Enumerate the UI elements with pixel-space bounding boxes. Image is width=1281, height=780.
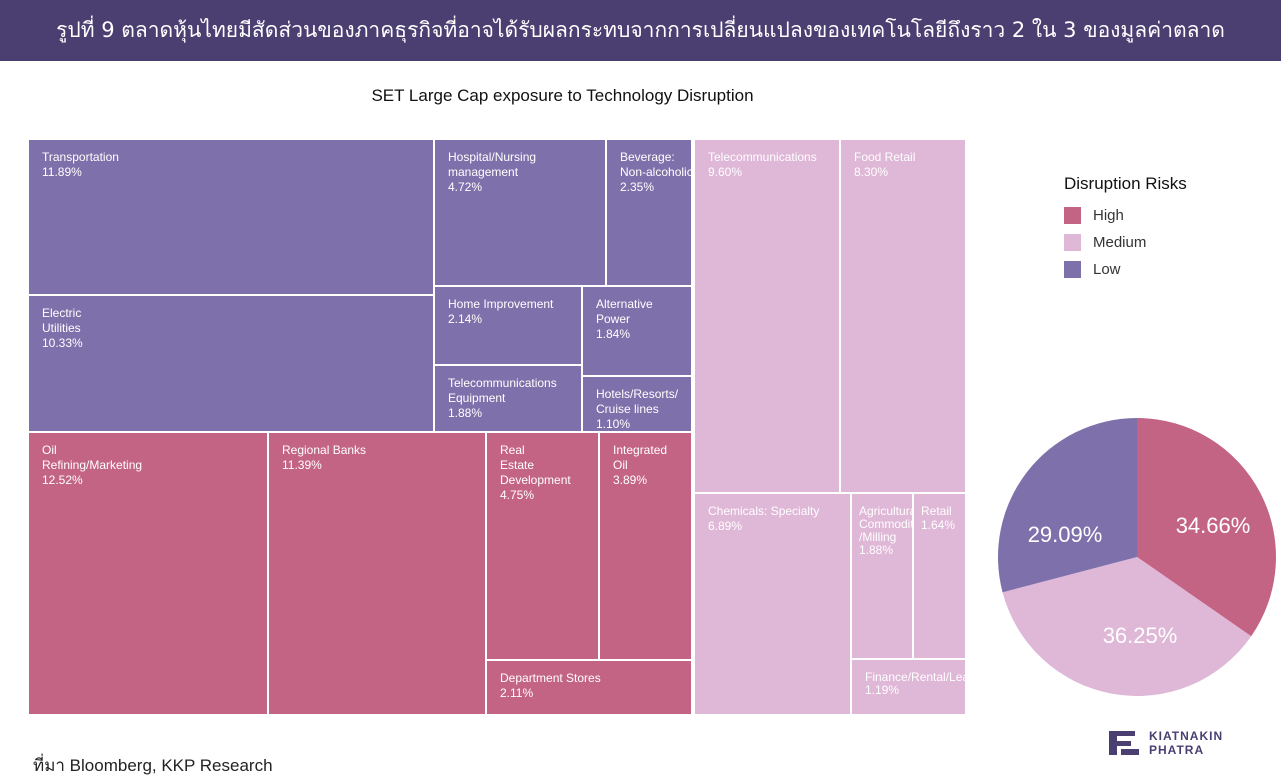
treemap-cell-department-stores bbox=[485, 659, 693, 716]
legend-swatch-low bbox=[1064, 261, 1081, 278]
treemap-label-telecommunications: Telecommunications 9.60% bbox=[708, 150, 817, 179]
legend: Disruption Risks High Medium Low bbox=[1064, 174, 1187, 283]
legend-label-medium: Medium bbox=[1093, 234, 1147, 251]
treemap-label-hospital-nursing-management: Hospital/Nursing management 4.72% bbox=[448, 150, 536, 194]
treemap-label-agricultural-commodities-milling: Agricultural Commodities/Milling 1.88% bbox=[859, 504, 929, 557]
pie-label-high: 34.66% bbox=[1176, 513, 1251, 538]
logo-mark-icon bbox=[1109, 731, 1139, 755]
treemap-label-beverage-non-alcoholic: Beverage: Non-alcoholic 2.35% bbox=[620, 150, 693, 194]
pie-slice-high bbox=[1137, 418, 1276, 637]
legend-item-high: High bbox=[1064, 202, 1187, 229]
kiatnakin-phatra-logo: KIATNAKIN PHATRA bbox=[1105, 727, 1223, 759]
figure-banner-title: รูปที่ 9 ตลาดหุ้นไทยมีสัดส่วนของภาคธุรกิ… bbox=[0, 0, 1281, 61]
treemap-cell-telecommunications bbox=[693, 138, 841, 494]
treemap-label-alternative-power: Alternative Power 1.84% bbox=[596, 297, 653, 341]
treemap-label-oil-refining-marketing: Oil Refining/Marketing 12.52% bbox=[42, 443, 142, 487]
treemap-cell-agricultural-commodities-milling bbox=[850, 492, 914, 660]
logo-text-line1: KIATNAKIN bbox=[1149, 729, 1224, 743]
treemap-cell-regional-banks bbox=[267, 431, 487, 716]
treemap-cell-hospital-nursing-management bbox=[433, 138, 607, 287]
legend-swatch-medium bbox=[1064, 234, 1081, 251]
treemap-cell-alternative-power bbox=[581, 285, 693, 377]
logo-text-line2: PHATRA bbox=[1149, 743, 1205, 757]
pie-slice-low bbox=[998, 418, 1137, 593]
treemap-label-transportation: Transportation 11.89% bbox=[42, 150, 119, 179]
treemap-label-chemicals-specialty: Chemicals: Specialty 6.89% bbox=[708, 504, 819, 533]
treemap-cell-electric-utilities bbox=[27, 294, 435, 433]
treemap-label-electric-utilities: Electric Utilities 10.33% bbox=[42, 306, 83, 350]
treemap-label-department-stores: Department Stores 2.11% bbox=[500, 671, 601, 700]
legend-swatch-high bbox=[1064, 207, 1081, 224]
legend-label-high: High bbox=[1093, 207, 1124, 224]
treemap-label-food-retail: Food Retail 8.30% bbox=[854, 150, 915, 179]
legend-title: Disruption Risks bbox=[1064, 174, 1187, 193]
treemap-cell-chemicals-specialty bbox=[693, 492, 852, 716]
treemap-cell-finance-rental-leasing bbox=[850, 658, 967, 716]
treemap-cell-integrated-oil bbox=[598, 431, 693, 661]
treemap-label-integrated-oil: Integrated Oil 3.89% bbox=[613, 443, 667, 487]
treemap-title: SET Large Cap exposure to Technology Dis… bbox=[371, 86, 754, 105]
source-note: ที่มา Bloomberg, KKP Research bbox=[33, 756, 273, 775]
treemap-cell-real-estate-development bbox=[485, 431, 600, 661]
treemap-label-real-estate-development: Real Estate Development 4.75% bbox=[500, 443, 571, 502]
pie-slice-medium bbox=[1002, 557, 1252, 696]
treemap-label-hotels-resorts-cruise-lines: Hotels/Resorts/Cruise lines 1.10% bbox=[596, 387, 679, 431]
treemap-cell-retail bbox=[912, 492, 967, 660]
treemap-label-regional-banks: Regional Banks 11.39% bbox=[282, 443, 366, 472]
legend-label-low: Low bbox=[1093, 261, 1121, 278]
pie-label-medium: 36.25% bbox=[1103, 623, 1178, 648]
legend-item-low: Low bbox=[1064, 256, 1187, 283]
treemap-cell-hotels-resorts-cruise-lines bbox=[581, 375, 693, 433]
treemap-label-finance-rental-leasing: Finance/Rental/Leasing 1.19% bbox=[865, 670, 991, 697]
treemap-cell-food-retail bbox=[839, 138, 967, 494]
treemap-label-telecommunications-equipment: Telecommunications Equipment 1.88% bbox=[448, 376, 557, 420]
treemap-cell-oil-refining-marketing bbox=[27, 431, 269, 716]
treemap-cell-telecommunications-equipment bbox=[433, 364, 583, 433]
treemap-label-home-improvement: Home Improvement 2.14% bbox=[448, 297, 554, 326]
legend-item-medium: Medium bbox=[1064, 229, 1187, 256]
treemap-label-retail: Retail 1.64% bbox=[921, 504, 955, 532]
pie-label-low: 29.09% bbox=[1028, 522, 1103, 547]
